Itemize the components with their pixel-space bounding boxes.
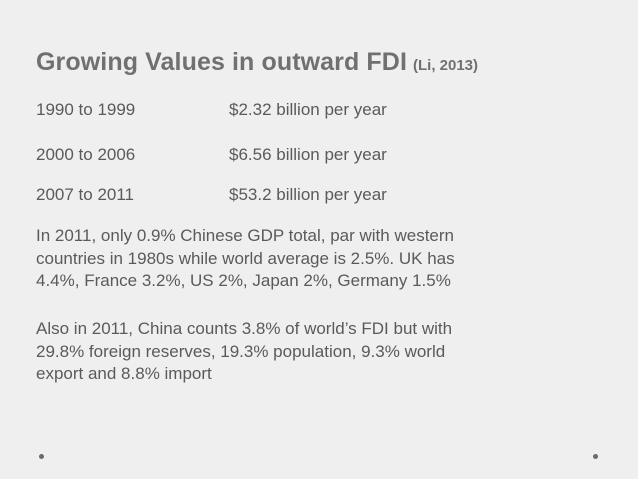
decorative-dot-right <box>593 454 598 459</box>
row-period: 2000 to 2006 <box>36 145 136 164</box>
row-value: $2.32 billion per year <box>229 100 387 119</box>
gdp-paragraph: In 2011, only 0.9% Chinese GDP total, pa… <box>36 226 455 290</box>
row-period: 1990 to 1999 <box>36 100 136 119</box>
title-main: Growing Values in outward FDI <box>36 48 407 76</box>
row-value: $53.2 billion per year <box>229 185 387 204</box>
row-value: $6.56 billion per year <box>229 145 387 164</box>
investment-row: 1990 to 1999 $2.32 billion per year <box>36 100 387 120</box>
fdi-share-paragraph: Also in 2011, China counts 3.8% of world… <box>36 319 453 383</box>
slide-title: Growing Values in outward FDI (Li, 2013) <box>36 48 616 77</box>
row-period: 2007 to 2011 <box>36 185 134 204</box>
title-citation: (Li, 2013) <box>413 57 479 74</box>
investment-row: 2000 to 2006 $6.56 billion per year <box>36 145 387 165</box>
investment-row: 2007 to 2011 $53.2 billion per year <box>36 185 387 205</box>
decorative-dot-left <box>39 454 44 459</box>
